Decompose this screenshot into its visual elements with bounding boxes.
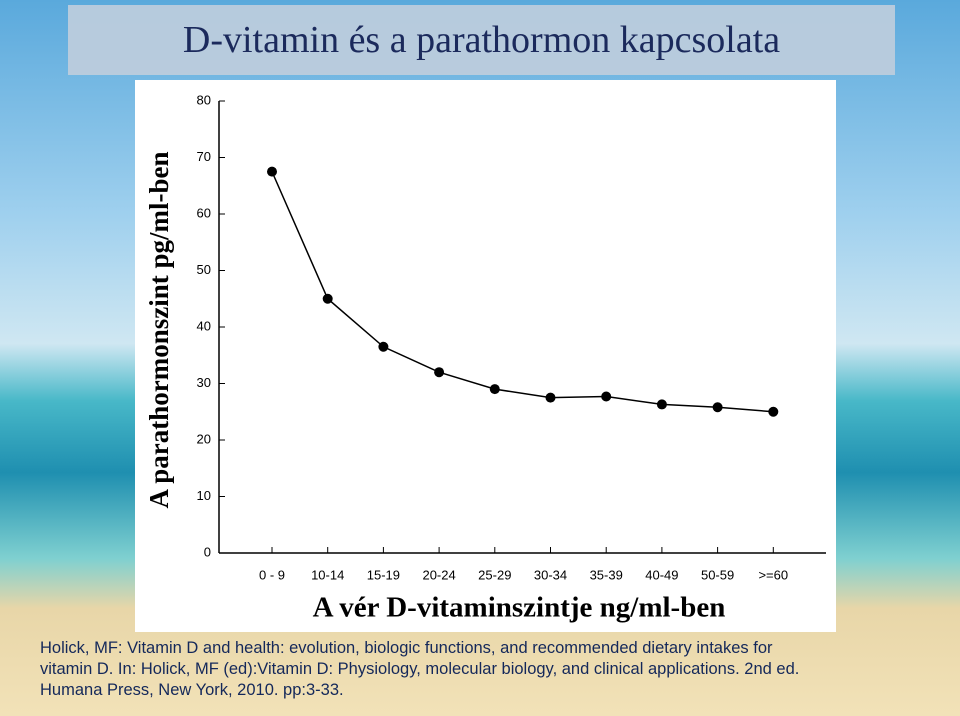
citation-line: vitamin D. In: Holick, MF (ed):Vitamin D… (40, 660, 800, 678)
x-tick-label: 20-24 (422, 567, 455, 582)
slide-title: D-vitamin és a parathormon kapcsolata (68, 5, 895, 75)
y-tick-label: 80 (197, 92, 211, 107)
citation-line: Holick, MF: Vitamin D and health: evolut… (40, 639, 773, 657)
data-point (434, 367, 445, 378)
y-tick-label: 20 (197, 431, 211, 446)
x-tick-label: 25-29 (478, 567, 511, 582)
x-tick-label: 0 - 9 (259, 567, 285, 582)
data-point (712, 402, 723, 413)
y-tick-label: 70 (197, 149, 211, 164)
x-tick-label: 30-34 (534, 567, 567, 582)
citation-line: Humana Press, New York, 2010. pp:3-33. (40, 681, 344, 699)
data-point (378, 341, 389, 352)
data-point (656, 399, 667, 410)
y-tick-label: 40 (197, 318, 211, 333)
y-tick-label: 50 (197, 262, 211, 277)
y-tick-label: 0 (204, 544, 211, 559)
y-tick-label: 30 (197, 375, 211, 390)
citation: Holick, MF: Vitamin D and health: evolut… (40, 638, 799, 701)
data-line (271, 171, 774, 413)
chart-background (135, 80, 836, 632)
x-tick-label: >=60 (758, 567, 788, 582)
y-tick-label: 60 (197, 205, 211, 220)
y-axis-label: A parathormonszint pg/ml-ben (144, 151, 174, 508)
data-point (322, 293, 333, 304)
x-tick-label: 15-19 (367, 567, 400, 582)
x-axis-label: A vér D-vitaminszintje ng/ml-ben (313, 592, 726, 624)
data-point (267, 166, 277, 177)
x-tick-label: 10-14 (311, 567, 344, 582)
data-point (768, 406, 779, 417)
data-point (601, 391, 612, 402)
x-tick-label: 40-49 (645, 567, 678, 582)
y-tick-label: 10 (197, 488, 211, 503)
x-tick-label: 50-59 (701, 567, 734, 582)
x-tick-label: 35-39 (590, 567, 623, 582)
data-point (545, 392, 556, 403)
data-point (489, 384, 500, 395)
